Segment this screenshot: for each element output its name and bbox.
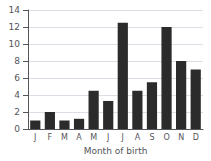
svg-text:A: A	[135, 133, 141, 142]
svg-text:6: 6	[14, 73, 20, 83]
svg-text:4: 4	[14, 90, 20, 100]
svg-text:F: F	[48, 133, 53, 142]
svg-text:0: 0	[14, 124, 20, 134]
svg-text:J: J	[121, 133, 124, 142]
svg-text:12: 12	[9, 22, 20, 32]
svg-text:M: M	[90, 133, 97, 142]
svg-text:O: O	[163, 133, 169, 142]
svg-text:Month of birth: Month of birth	[84, 146, 148, 156]
svg-text:8: 8	[14, 56, 20, 66]
svg-text:10: 10	[9, 39, 21, 49]
svg-text:D: D	[193, 133, 199, 142]
svg-text:M: M	[61, 133, 68, 142]
svg-text:J: J	[106, 133, 109, 142]
svg-text:S: S	[149, 133, 154, 142]
svg-text:N: N	[178, 133, 184, 142]
svg-text:J: J	[33, 133, 36, 142]
svg-text:14: 14	[9, 5, 21, 15]
svg-text:2: 2	[14, 107, 20, 117]
svg-text:A: A	[76, 133, 82, 142]
